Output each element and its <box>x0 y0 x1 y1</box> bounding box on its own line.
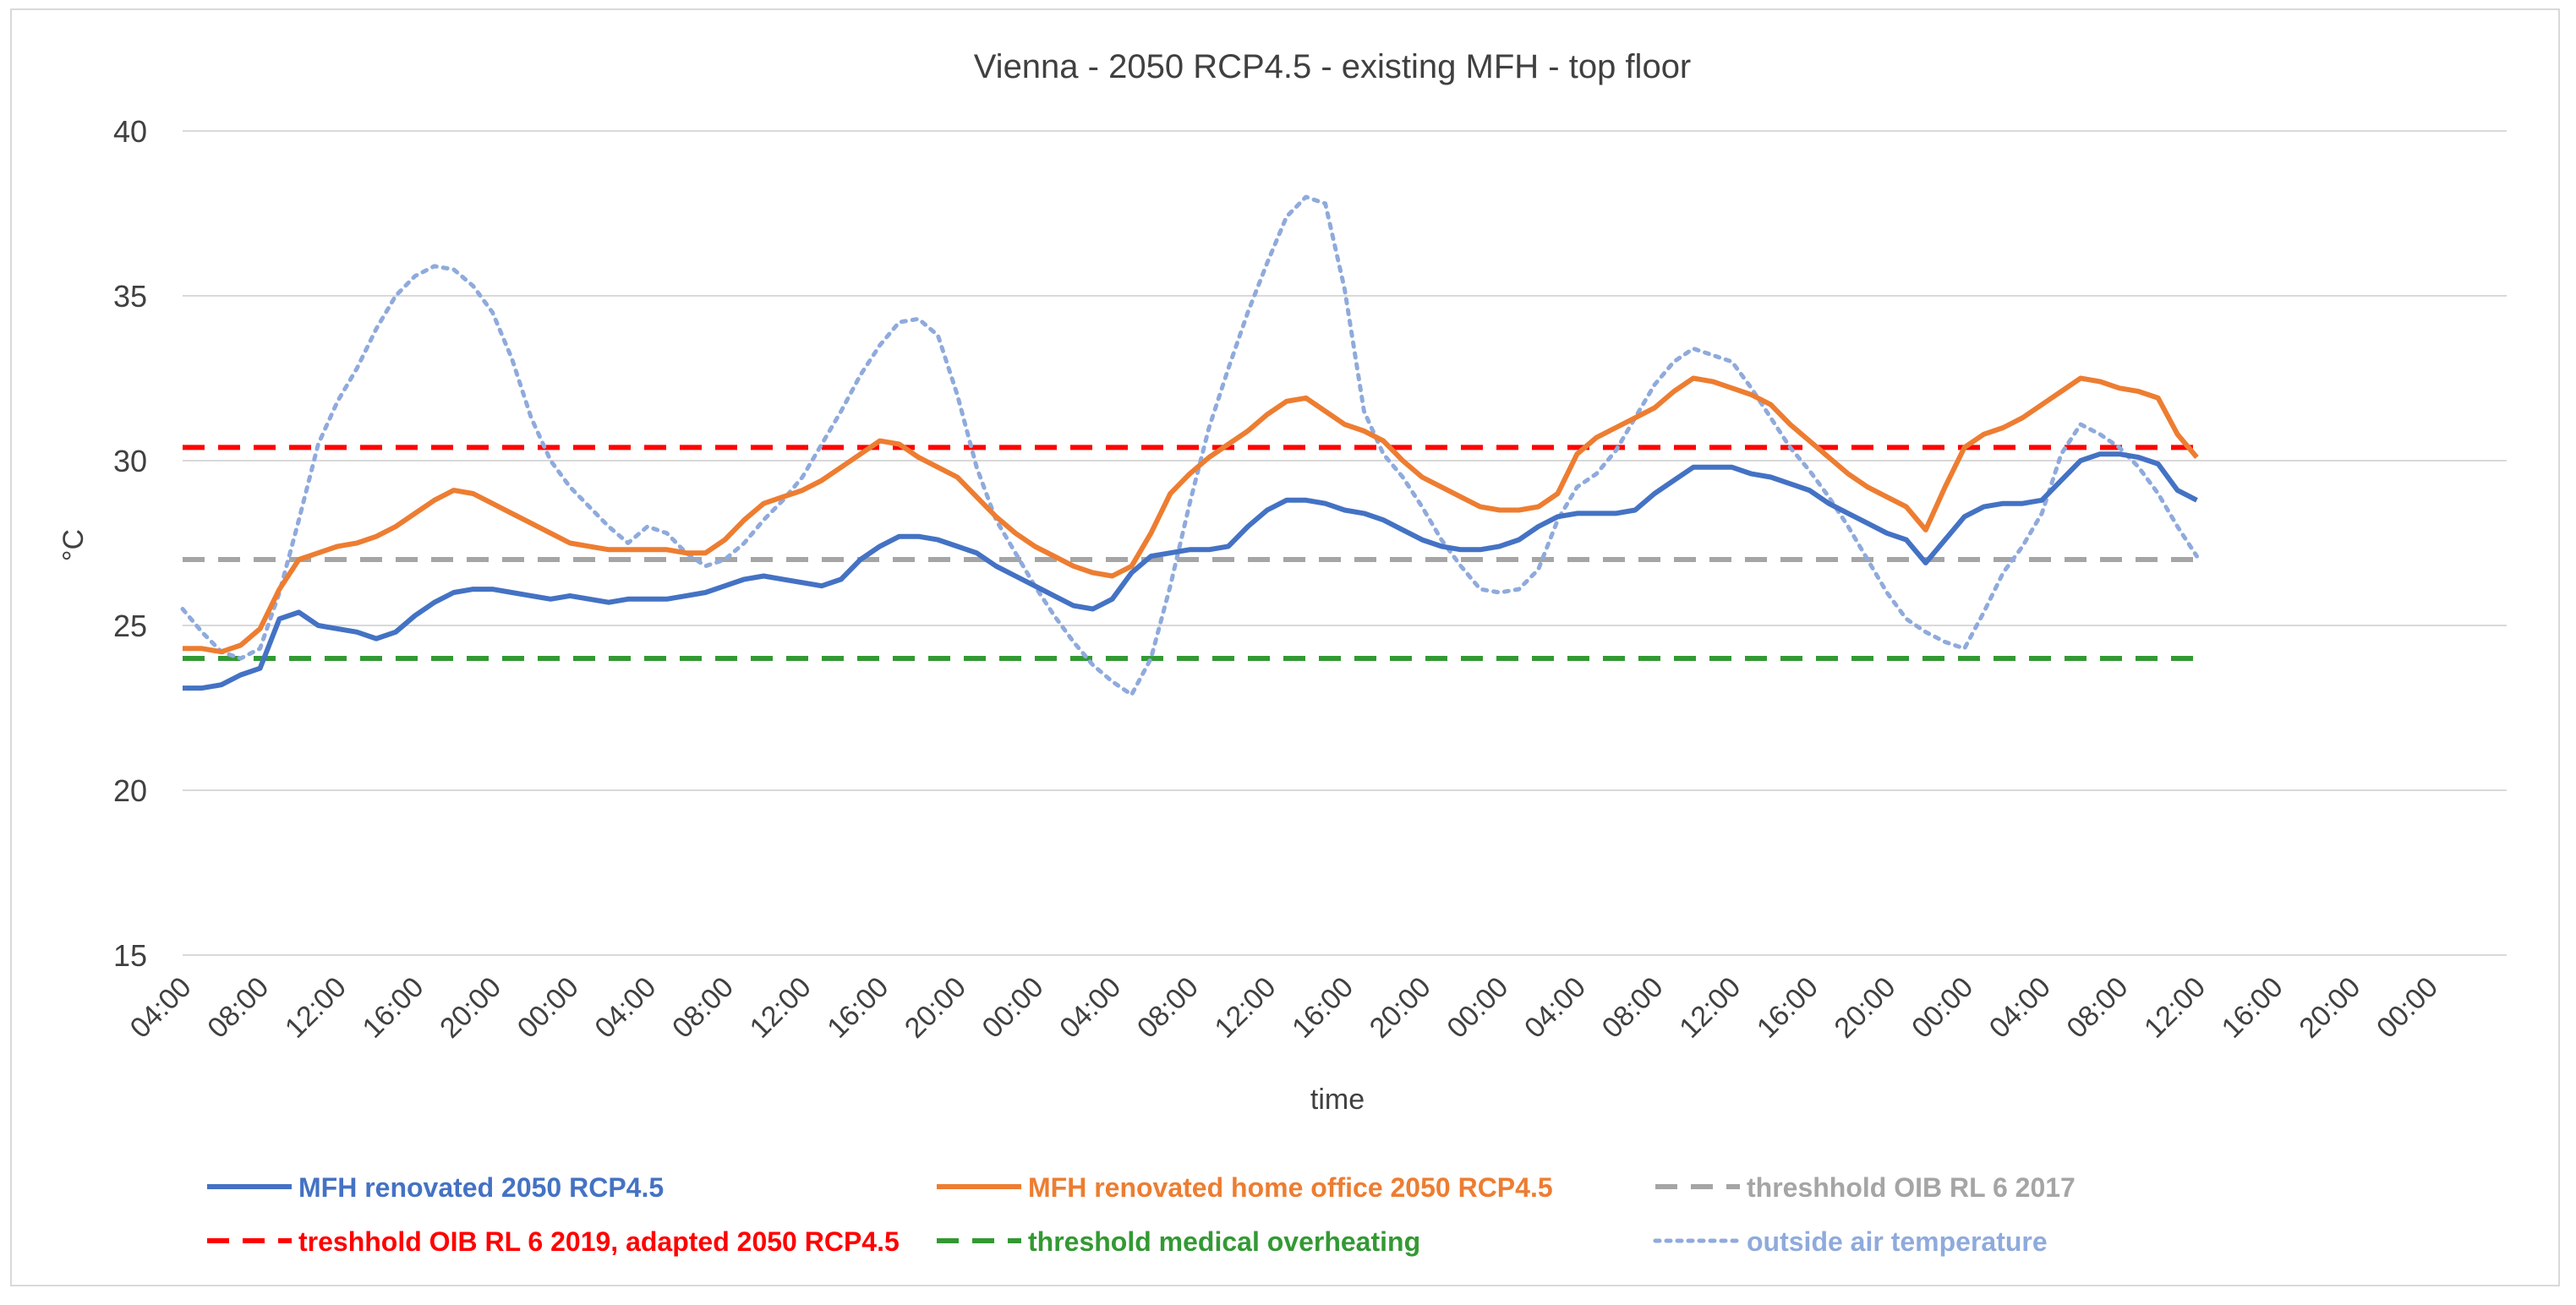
x-tick-label: 08:00 <box>201 971 275 1045</box>
legend-label-2: threshhold OIB RL 6 2017 <box>1747 1172 2076 1203</box>
x-tick-label: 16:00 <box>2216 971 2289 1045</box>
x-tick-label: 12:00 <box>1673 971 1747 1045</box>
chart-title: Vienna - 2050 RCP4.5 - existing MFH - to… <box>974 48 1692 85</box>
x-tick-label: 00:00 <box>511 971 585 1045</box>
x-tick-label: 12:00 <box>2138 971 2212 1045</box>
x-tick-label: 04:00 <box>1053 971 1127 1045</box>
x-tick-label: 20:00 <box>899 971 972 1045</box>
x-tick-label: 00:00 <box>1441 971 1514 1045</box>
series-lines <box>180 194 2199 697</box>
legend-label-1: MFH renovated home office 2050 RCP4.5 <box>1028 1172 1553 1203</box>
legend-label-4: threshold medical overheating <box>1028 1226 1420 1257</box>
x-tick-label: 12:00 <box>744 971 818 1045</box>
y-tick-label: 15 <box>113 938 147 973</box>
y-tick-label: 30 <box>113 444 147 478</box>
x-tick-label: 20:00 <box>434 971 507 1045</box>
x-tick-label: 16:00 <box>1751 971 1824 1045</box>
legend-label-5: outside air temperature <box>1747 1226 2048 1257</box>
x-tick-label: 00:00 <box>1906 971 1979 1045</box>
series-line-1 <box>183 375 2199 655</box>
series-line-0 <box>183 451 2198 691</box>
x-tick-label: 12:00 <box>279 971 353 1045</box>
legend-label-0: MFH renovated 2050 RCP4.5 <box>298 1172 664 1203</box>
x-tick-label: 08:00 <box>1596 971 1670 1045</box>
y-axis-ticks: 15 20 25 30 35 40 <box>113 114 147 973</box>
x-tick-label: 04:00 <box>588 971 662 1045</box>
x-tick-label: 20:00 <box>2293 971 2366 1045</box>
x-axis-label: time <box>1310 1084 1365 1116</box>
y-tick-label: 20 <box>113 773 147 808</box>
x-tick-label: 08:00 <box>666 971 740 1045</box>
y-tick-label: 25 <box>113 609 147 643</box>
x-tick-label: 04:00 <box>1518 971 1592 1045</box>
y-tick-label: 40 <box>113 114 147 149</box>
series-line-5 <box>180 194 2199 697</box>
x-tick-label: 16:00 <box>821 971 894 1045</box>
x-tick-label: 04:00 <box>124 971 198 1045</box>
legend: MFH renovated 2050 RCP4.5 MFH renovated h… <box>207 1172 2076 1257</box>
y-tick-label: 35 <box>113 279 147 314</box>
x-tick-label: 08:00 <box>1131 971 1205 1045</box>
gridlines <box>183 130 2507 956</box>
x-tick-label: 04:00 <box>1983 971 2057 1045</box>
y-axis-label: °C <box>57 529 90 561</box>
x-axis-ticks: 04:00 08:00 12:00 16:00 20:00 00:00 04:00 08:00… <box>124 971 2444 1045</box>
x-tick-label: 00:00 <box>2371 971 2444 1045</box>
x-tick-label: 16:00 <box>357 971 430 1045</box>
x-tick-label: 16:00 <box>1286 971 1359 1045</box>
x-tick-label: 20:00 <box>1364 971 1437 1045</box>
legend-label-3: treshhold OIB RL 6 2019, adapted 2050 RC… <box>298 1226 900 1257</box>
x-tick-label: 08:00 <box>2060 971 2134 1045</box>
x-tick-label: 12:00 <box>1208 971 1282 1045</box>
x-tick-label: 00:00 <box>976 971 1050 1045</box>
x-tick-label: 20:00 <box>1829 971 1902 1045</box>
